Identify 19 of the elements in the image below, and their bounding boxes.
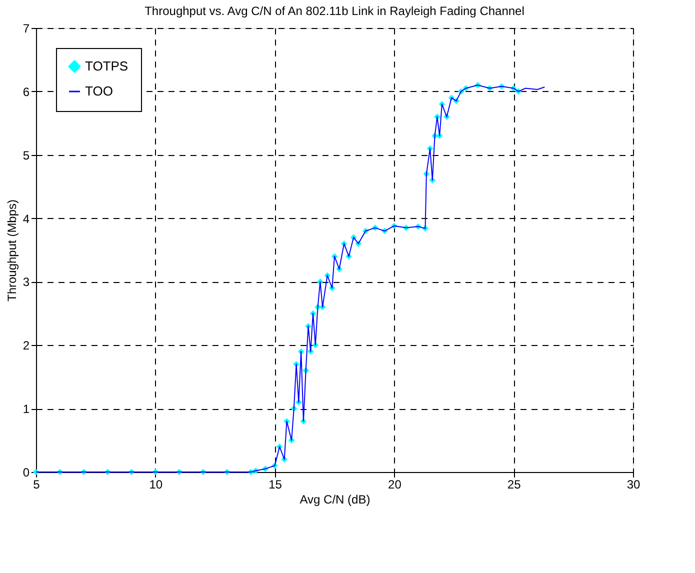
y-tick-label: 4: [22, 212, 30, 226]
legend-label: TOTPS: [85, 58, 128, 74]
y-tick-label: 1: [22, 402, 30, 416]
x-axis-title: Avg C/N (dB): [300, 492, 370, 506]
x-tick-label: 5: [33, 478, 40, 492]
y-tick-label: 0: [22, 466, 30, 480]
x-tick-label: 10: [149, 478, 163, 492]
legend-label: TOO: [85, 84, 113, 98]
y-tick-label: 2: [22, 338, 30, 353]
x-tick-label: 15: [268, 478, 282, 492]
y-axis-title: Throughput (Mbps): [4, 199, 19, 302]
y-tick-label: 7: [22, 22, 30, 36]
y-tick-label: 5: [22, 148, 30, 162]
x-tick-label: 30: [626, 478, 640, 492]
y-tick-label: 3: [22, 275, 30, 290]
x-tick-label: 20: [388, 478, 402, 492]
x-tick-label: 25: [507, 478, 522, 492]
y-tick-label: 6: [22, 84, 30, 99]
chart-title: Throughput vs. Avg C/N of An 802.11b Link in Rayleigh Fading Channel: [144, 4, 524, 18]
